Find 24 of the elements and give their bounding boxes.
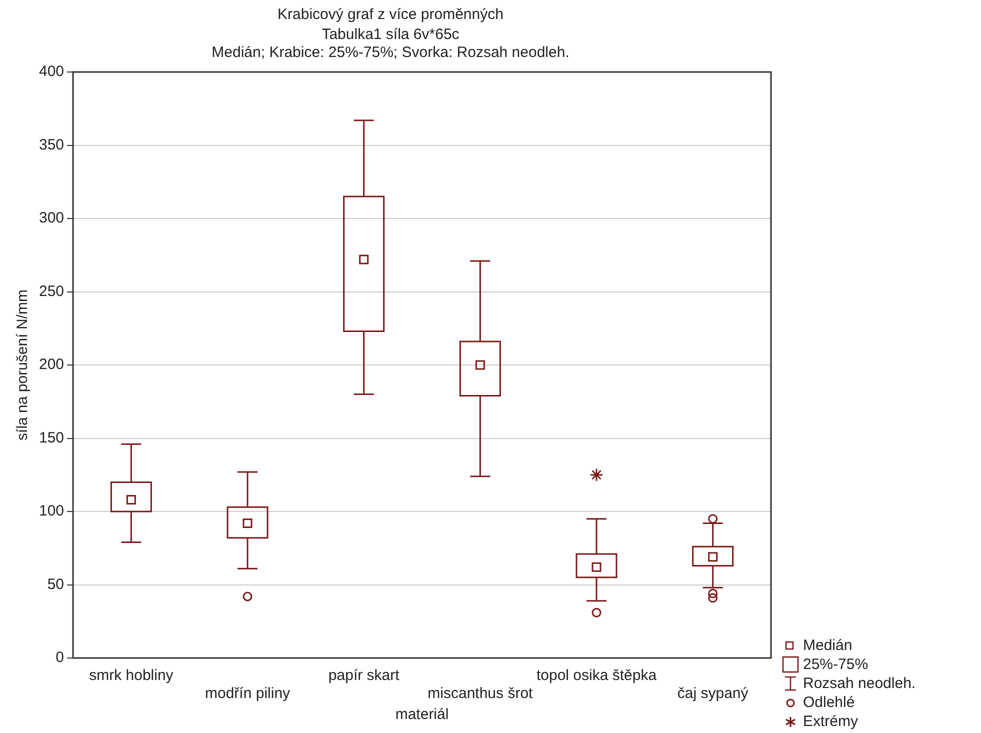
- x-tick-label: papír skart: [328, 667, 400, 684]
- y-axis-title: síla na porušení N/mm: [14, 290, 32, 440]
- x-tick-label: čaj sypaný: [677, 685, 749, 702]
- y-tick-label: 300: [38, 210, 64, 227]
- y-tick-label: 50: [47, 576, 64, 593]
- y-tick-label: 200: [38, 356, 64, 374]
- x-tick-label: smrk hobliny: [89, 667, 174, 684]
- x-axis-title: materiál: [395, 706, 449, 724]
- x-tick-label: miscanthus šrot: [428, 685, 534, 702]
- y-tick-label: 250: [38, 282, 64, 300]
- x-tick-label: topol osika štěpka: [536, 667, 658, 684]
- y-tick-label: 150: [38, 429, 64, 446]
- text: Odlehlé: [803, 693, 855, 712]
- y-tick-label: 0: [56, 649, 64, 666]
- chart-subtitle: Tabulka1 síla 6v*65c Medián; Krabice: 25%-75%; Svorka: Rozsah neodleh.: [212, 26, 570, 62]
- chart-title: Krabicový graf z více proměnných: [278, 6, 504, 24]
- y-tick-label: 400: [38, 63, 64, 80]
- y-tick-label: 350: [38, 136, 64, 154]
- legend-label: Extrémy: [803, 712, 858, 731]
- x-tick-label: modřín piliny: [204, 685, 291, 702]
- text: 25%-75%: [803, 655, 868, 674]
- y-tick-label: 100: [38, 502, 64, 520]
- text: Medián: [803, 636, 852, 655]
- text: Rozsah neodleh.: [803, 674, 916, 693]
